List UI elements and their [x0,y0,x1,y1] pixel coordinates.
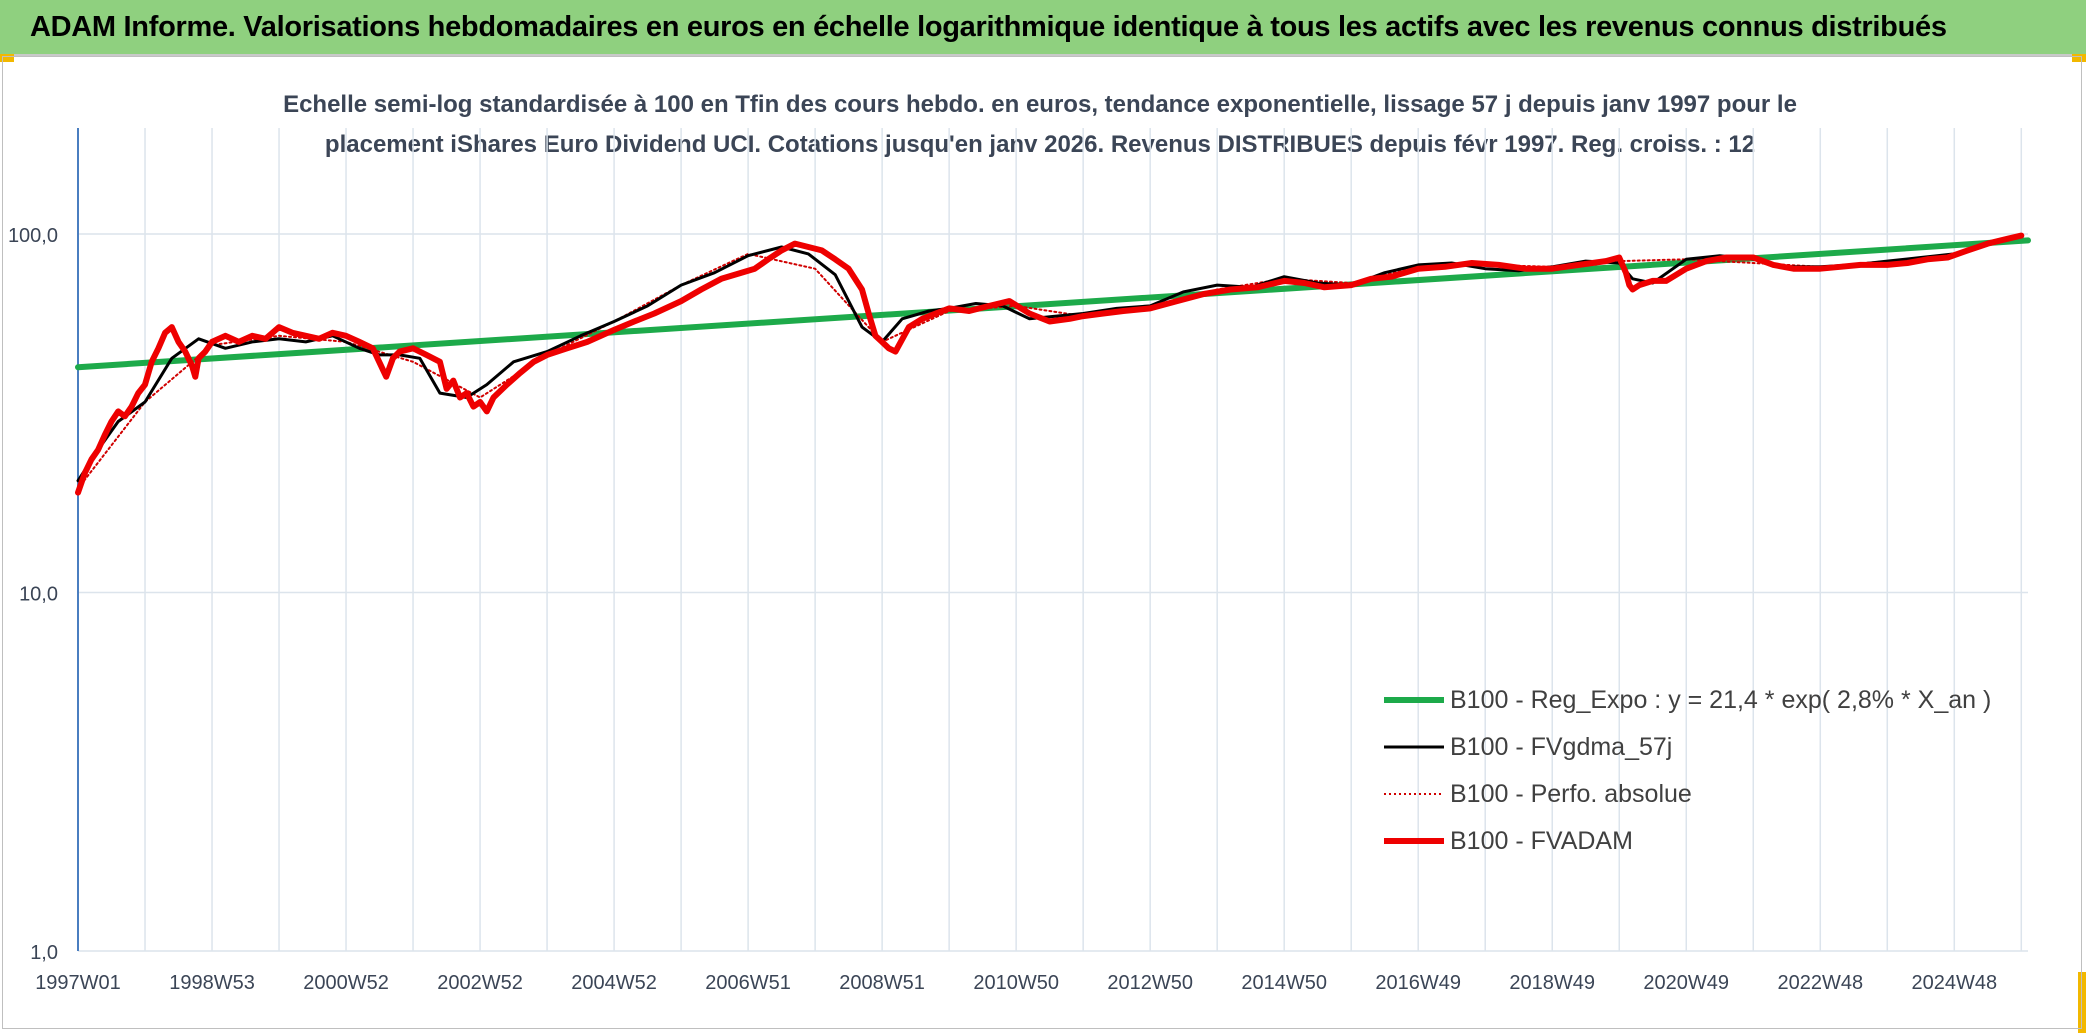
x-tick-label: 1997W01 [35,972,121,994]
x-tick-label: 2006W51 [705,972,791,994]
legend-label-2: B100 - FVgdma_57j [1450,733,1672,761]
x-tick-label: 1998W53 [169,972,255,994]
chart-title-line-2: placement iShares Euro Dividend UCI. Cot… [325,131,1755,158]
page-title: ADAM Informe. Valorisations hebdomadaire… [30,10,1947,43]
x-tick-label: 2020W49 [1643,972,1729,994]
corner-accent-bottom-right [2078,972,2086,1033]
legend: B100 - Reg_Expo : y = 21,4 * exp( 2,8% *… [1384,686,1991,855]
series-line-4 [75,232,2025,496]
x-tick-label: 2012W50 [1107,972,1193,994]
corner-accent-top-right [2072,54,2086,62]
x-tick-label: 2016W49 [1375,972,1461,994]
y-tick-label: 1,0 [30,942,58,964]
y-tick-label: 10,0 [19,584,58,606]
y-tick-label: 100,0 [8,225,58,247]
x-tick-label: 2002W52 [437,972,523,994]
corner-accent-top-left [0,54,14,62]
x-tick-label: 2008W51 [839,972,925,994]
x-tick-label: 2024W48 [1911,972,1997,994]
x-tick-label: 2018W49 [1509,972,1595,994]
header-bar: ADAM Informe. Valorisations hebdomadaire… [0,0,2086,54]
header-divider [0,54,2086,56]
legend-label-4: B100 - FVADAM [1450,827,1633,855]
chart-frame [2,56,2082,1029]
series-group [75,232,2031,496]
chart-title-line-1: Echelle semi-log standardisée à 100 en T… [283,91,1797,118]
legend-label-1: B100 - Reg_Expo : y = 21,4 * exp( 2,8% *… [1450,686,1991,714]
series-line-2 [76,234,2023,483]
axes: 100,0 10,0 1,0 1997W01 1998W53 2000W52 2002W52… [8,128,1997,994]
x-tick-label: 2004W52 [571,972,657,994]
legend-label-3: B100 - Perfo. absolue [1450,780,1692,808]
x-tick-label: 2010W50 [973,972,1059,994]
x-tick-label: 2000W52 [303,972,389,994]
x-tick-label: 2014W50 [1241,972,1327,994]
x-tick-label: 2022W48 [1777,972,1863,994]
gridlines [77,128,2028,952]
series-line-3 [77,234,2023,490]
